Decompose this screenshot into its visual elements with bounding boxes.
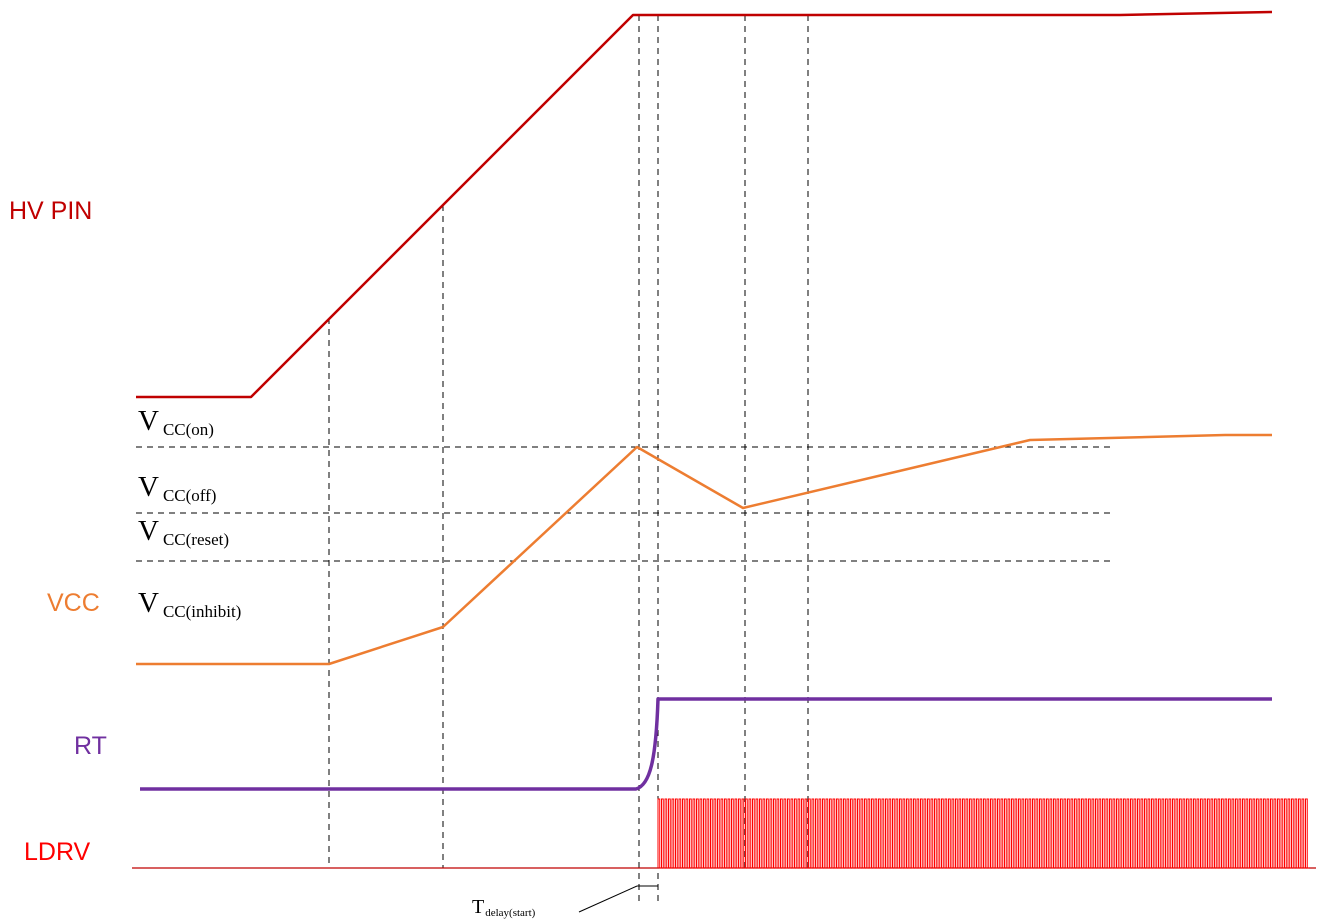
vcc-on-sub: CC(on) <box>163 420 214 439</box>
vcc-reset-main: V <box>138 515 159 547</box>
vcc-label: VCC <box>47 589 100 617</box>
vcc-on-level-label: V CC(on) <box>138 405 214 439</box>
vcc-inhibit-main: V <box>138 587 159 619</box>
threshold-guides <box>136 446 1115 562</box>
vcc-off-sub: CC(off) <box>163 486 217 505</box>
delay-start-sub: delay(start) <box>485 907 535 919</box>
vcc-off-main: V <box>138 471 159 503</box>
delay-start-main: T <box>472 896 484 918</box>
rt-label: RT <box>74 732 107 760</box>
vcc-inhibit-level-label: V CC(inhibit) <box>138 587 241 621</box>
vcc-on-main: V <box>138 405 159 437</box>
delay-start-pointer <box>578 885 638 913</box>
vcc-waveform <box>136 433 1272 666</box>
ldrv-label: LDRV <box>24 838 91 866</box>
vcc-inhibit-sub: CC(inhibit) <box>163 602 241 621</box>
rt-waveform <box>140 697 1272 791</box>
delay-start-label: Tdelay(start) <box>472 896 536 919</box>
hv-pin-waveform <box>136 10 1273 399</box>
vcc-reset-sub: CC(reset) <box>163 530 229 549</box>
vcc-off-level-label: V CC(off) <box>138 471 216 505</box>
delay-start-annotation: Tdelay(start) <box>472 885 658 919</box>
vcc-reset-level-label: V CC(reset) <box>138 515 229 549</box>
hv-pin-label: HV PIN <box>9 197 92 225</box>
vertical-guides <box>328 15 809 905</box>
ldrv-pulse-train <box>657 798 1309 869</box>
